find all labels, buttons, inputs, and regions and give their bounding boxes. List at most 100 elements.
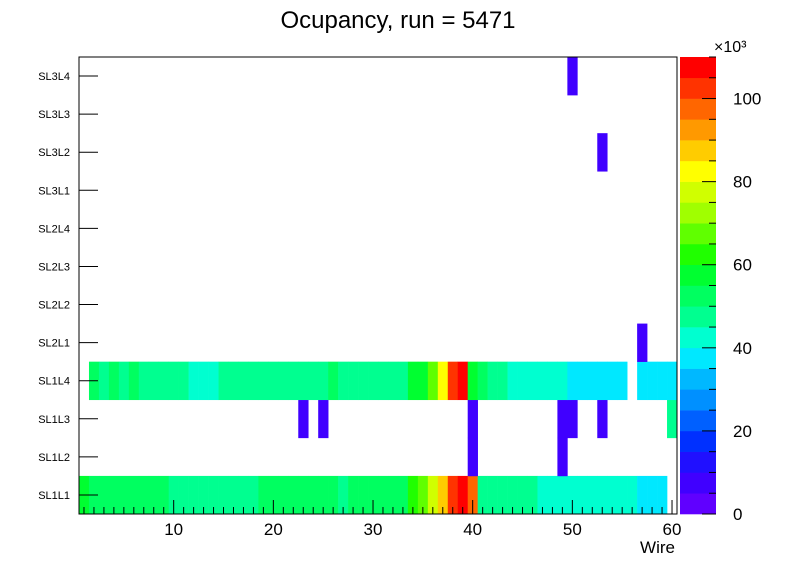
- heatmap-cell: [278, 475, 289, 515]
- heatmap-cell: [308, 361, 319, 401]
- heatmap-cell: [328, 475, 339, 515]
- heatmap-cell: [527, 361, 538, 401]
- heatmap-cell: [417, 361, 429, 401]
- palette-segment: [680, 140, 716, 162]
- heatmap-cell: [288, 475, 299, 515]
- heatmap-cell: [158, 361, 169, 401]
- y-tick-label: SL3L3: [38, 109, 70, 121]
- y-tick-label: SL1L3: [38, 414, 70, 426]
- z-tick-label: 100: [733, 90, 761, 109]
- heatmap-cell: [168, 361, 179, 401]
- heatmap-cell: [477, 361, 488, 401]
- heatmap-cell: [288, 361, 299, 401]
- heatmap-cell: [228, 361, 239, 401]
- heatmap-cell: [427, 361, 439, 401]
- plot-frame: [78, 56, 678, 515]
- heatmap-cell: [158, 475, 169, 515]
- heatmap-cell: [567, 361, 578, 401]
- heatmap-cell: [567, 399, 578, 439]
- heatmap-cell: [437, 475, 449, 515]
- z-tick-label: 20: [733, 422, 752, 441]
- heatmap-cell: [537, 361, 548, 401]
- palette-segment: [680, 306, 716, 328]
- heatmap-cell: [587, 361, 598, 401]
- heatmap-cell: [637, 361, 648, 401]
- y-tick-label: SL3L2: [38, 147, 70, 159]
- heatmap-cell: [108, 475, 120, 515]
- heatmap-cell: [567, 475, 578, 515]
- heatmap-cell: [188, 361, 199, 401]
- heatmap-cell: [308, 475, 319, 515]
- palette-segment: [680, 410, 716, 432]
- y-tick-label: SL2L4: [38, 223, 70, 235]
- heatmap-cell: [368, 475, 379, 515]
- heatmap-cell: [517, 475, 528, 515]
- heatmap-cell: [268, 361, 279, 401]
- y-tick-label: SL2L2: [38, 300, 70, 312]
- heatmap-cell: [268, 475, 279, 515]
- palette-segment: [680, 181, 716, 203]
- heatmap-cell: [148, 475, 160, 515]
- heatmap-cell: [467, 399, 478, 439]
- x-tick-label: 20: [264, 520, 283, 539]
- x-axis-label: Wire: [640, 538, 675, 557]
- heatmap-cell: [437, 361, 449, 401]
- heatmap-cell: [298, 361, 309, 401]
- heatmap-cell: [238, 361, 249, 401]
- heatmap-cell: [567, 57, 578, 96]
- heatmap-cell: [218, 475, 229, 515]
- palette-segment: [680, 327, 716, 349]
- heatmap-cell: [657, 475, 668, 515]
- heatmap-cell: [507, 475, 518, 515]
- heatmap-cell: [467, 475, 478, 515]
- palette-segment: [680, 223, 716, 245]
- y-tick-label: SL2L1: [38, 338, 70, 350]
- heatmap-cell: [387, 475, 399, 515]
- y-tick-label: SL1L4: [38, 376, 70, 388]
- heatmap-cell: [198, 361, 209, 401]
- heatmap-cell: [138, 361, 150, 401]
- heatmap-cell: [617, 475, 628, 515]
- heatmap-cell: [607, 361, 618, 401]
- heatmap-cell: [238, 475, 249, 515]
- heatmap-cell: [467, 361, 478, 401]
- heatmap-cell: [647, 475, 658, 515]
- x-tick-label: 10: [164, 520, 183, 539]
- heatmap-cell: [637, 323, 648, 362]
- heatmap-cell: [128, 475, 140, 515]
- heatmap-cell: [417, 475, 429, 515]
- heatmap-cell: [118, 361, 130, 401]
- heatmap-cell: [188, 475, 199, 515]
- heatmap-cell: [348, 361, 359, 401]
- heatmap-cell: [587, 475, 598, 515]
- heatmap-cell: [148, 361, 160, 401]
- heatmap-cell: [298, 475, 309, 515]
- heatmap-cell: [318, 399, 329, 439]
- heatmap-cell: [557, 361, 568, 401]
- chart-title: Ocupancy, run = 5471: [280, 7, 515, 34]
- heatmap-cell: [597, 361, 608, 401]
- palette-segment: [680, 368, 716, 390]
- heatmap-cell: [138, 475, 150, 515]
- heatmap-cell: [338, 361, 349, 401]
- heatmap-cell: [397, 361, 409, 401]
- heatmap-cell: [427, 475, 439, 515]
- heatmap-cell: [368, 361, 379, 401]
- heatmap-cell: [557, 475, 568, 515]
- z-tick-label: 40: [733, 339, 752, 358]
- heatmap-cell: [597, 475, 608, 515]
- heatmap-cell: [577, 361, 588, 401]
- palette-segment: [680, 57, 716, 79]
- palette-segment: [680, 389, 716, 411]
- heatmap-cell: [597, 399, 608, 439]
- color-scale-exponent: ×10³: [714, 39, 747, 56]
- heatmap-cell: [248, 475, 259, 515]
- y-tick-label: SL3L1: [38, 185, 70, 197]
- heatmap-cell: [118, 475, 130, 515]
- heatmap-cell: [457, 475, 468, 515]
- heatmap-cell: [547, 361, 558, 401]
- heatmap-cell: [657, 361, 668, 401]
- heatmap-cell: [178, 361, 189, 401]
